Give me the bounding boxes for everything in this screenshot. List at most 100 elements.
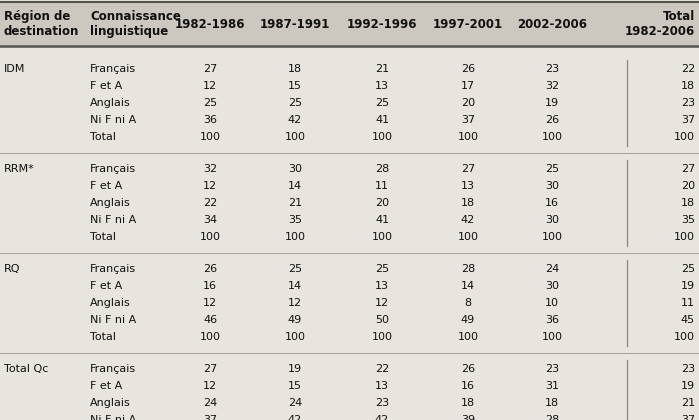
Text: F et A: F et A — [90, 181, 122, 191]
Text: Total
1982-2006: Total 1982-2006 — [625, 10, 695, 38]
Text: 49: 49 — [461, 315, 475, 325]
Text: Connaissance
linguistique: Connaissance linguistique — [90, 10, 181, 38]
Text: 100: 100 — [199, 332, 220, 342]
Text: F et A: F et A — [90, 81, 122, 91]
Text: 24: 24 — [288, 398, 302, 408]
Text: 12: 12 — [203, 298, 217, 308]
Text: 10: 10 — [545, 298, 559, 308]
Text: 31: 31 — [545, 381, 559, 391]
Text: 15: 15 — [288, 81, 302, 91]
Text: 100: 100 — [542, 132, 563, 142]
Text: 11: 11 — [375, 181, 389, 191]
Text: 23: 23 — [681, 364, 695, 374]
Text: 2002-2006: 2002-2006 — [517, 18, 587, 31]
Text: 27: 27 — [461, 164, 475, 173]
Text: 100: 100 — [458, 332, 479, 342]
Text: Français: Français — [90, 164, 136, 173]
Text: 14: 14 — [288, 281, 302, 291]
Text: 25: 25 — [288, 264, 302, 273]
Text: 8: 8 — [464, 298, 472, 308]
Text: 100: 100 — [284, 232, 305, 242]
Text: 100: 100 — [199, 232, 220, 242]
Text: Total Qc: Total Qc — [4, 364, 48, 374]
Text: 21: 21 — [288, 198, 302, 208]
Text: 19: 19 — [545, 98, 559, 108]
Text: Total: Total — [90, 132, 116, 142]
Bar — [0, 2, 699, 46]
Text: 24: 24 — [545, 264, 559, 273]
Text: IDM: IDM — [4, 63, 25, 73]
Text: 32: 32 — [545, 81, 559, 91]
Text: 45: 45 — [681, 315, 695, 325]
Text: 26: 26 — [461, 63, 475, 73]
Text: 16: 16 — [203, 281, 217, 291]
Text: 18: 18 — [681, 81, 695, 91]
Text: Total: Total — [90, 232, 116, 242]
Text: 12: 12 — [203, 381, 217, 391]
Text: 28: 28 — [375, 164, 389, 173]
Text: 42: 42 — [461, 215, 475, 225]
Text: 13: 13 — [461, 181, 475, 191]
Text: 1987-1991: 1987-1991 — [260, 18, 330, 31]
Text: 100: 100 — [371, 132, 393, 142]
Text: 13: 13 — [375, 381, 389, 391]
Text: 42: 42 — [375, 415, 389, 420]
Text: 15: 15 — [288, 381, 302, 391]
Text: 37: 37 — [681, 115, 695, 125]
Text: 26: 26 — [203, 264, 217, 273]
Text: 100: 100 — [371, 232, 393, 242]
Text: Ni F ni A: Ni F ni A — [90, 415, 136, 420]
Text: 41: 41 — [375, 215, 389, 225]
Text: 27: 27 — [203, 364, 217, 374]
Text: 12: 12 — [203, 81, 217, 91]
Text: 23: 23 — [375, 398, 389, 408]
Text: 100: 100 — [199, 132, 220, 142]
Text: 21: 21 — [375, 63, 389, 73]
Text: 22: 22 — [203, 198, 217, 208]
Text: 18: 18 — [461, 398, 475, 408]
Text: 34: 34 — [203, 215, 217, 225]
Text: 24: 24 — [203, 398, 217, 408]
Text: 23: 23 — [545, 364, 559, 374]
Text: 41: 41 — [375, 115, 389, 125]
Text: RQ: RQ — [4, 264, 20, 273]
Text: 21: 21 — [681, 398, 695, 408]
Text: 13: 13 — [375, 81, 389, 91]
Text: 16: 16 — [545, 198, 559, 208]
Text: 37: 37 — [681, 415, 695, 420]
Text: 17: 17 — [461, 81, 475, 91]
Text: 100: 100 — [458, 232, 479, 242]
Text: 30: 30 — [545, 215, 559, 225]
Text: Anglais: Anglais — [90, 398, 131, 408]
Text: Ni F ni A: Ni F ni A — [90, 215, 136, 225]
Text: 37: 37 — [461, 115, 475, 125]
Text: 18: 18 — [681, 198, 695, 208]
Text: 20: 20 — [681, 181, 695, 191]
Text: 12: 12 — [288, 298, 302, 308]
Text: 36: 36 — [203, 115, 217, 125]
Text: 1997-2001: 1997-2001 — [433, 18, 503, 31]
Text: 23: 23 — [681, 98, 695, 108]
Text: 49: 49 — [288, 315, 302, 325]
Text: 100: 100 — [458, 132, 479, 142]
Text: 32: 32 — [203, 164, 217, 173]
Text: 25: 25 — [375, 264, 389, 273]
Text: Ni F ni A: Ni F ni A — [90, 115, 136, 125]
Text: 30: 30 — [545, 181, 559, 191]
Text: 1982-1986: 1982-1986 — [175, 18, 245, 31]
Text: 46: 46 — [203, 315, 217, 325]
Text: 14: 14 — [288, 181, 302, 191]
Text: 37: 37 — [203, 415, 217, 420]
Text: 12: 12 — [375, 298, 389, 308]
Text: 25: 25 — [681, 264, 695, 273]
Text: Français: Français — [90, 63, 136, 73]
Text: 19: 19 — [681, 381, 695, 391]
Text: 100: 100 — [284, 132, 305, 142]
Text: 22: 22 — [375, 364, 389, 374]
Text: 36: 36 — [545, 315, 559, 325]
Text: 12: 12 — [203, 181, 217, 191]
Text: 100: 100 — [371, 332, 393, 342]
Text: Français: Français — [90, 264, 136, 273]
Text: 22: 22 — [681, 63, 695, 73]
Text: F et A: F et A — [90, 281, 122, 291]
